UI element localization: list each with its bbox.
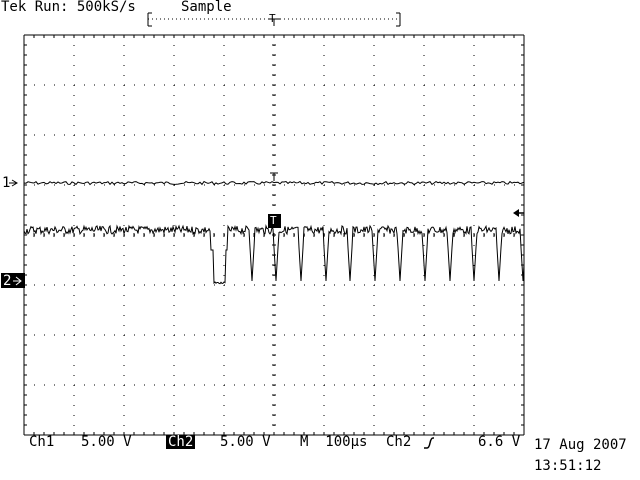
ch2-ground-marker bbox=[1, 273, 25, 288]
ch1-scale: 5.00 V bbox=[81, 434, 132, 450]
waveform-traces bbox=[23, 180, 525, 285]
ch1-trace bbox=[23, 180, 525, 186]
ch1-label: Ch1 bbox=[29, 434, 55, 450]
trigger-level: 6.6 V bbox=[478, 434, 521, 450]
ch2-trigger-marker bbox=[268, 214, 281, 228]
ch1-marker-label: 1 bbox=[2, 175, 11, 191]
time: 13:51:12 bbox=[534, 458, 602, 474]
timebase: M 100µs bbox=[300, 434, 368, 450]
ch1-ground-marker bbox=[9, 179, 18, 187]
acquisition-mode: Sample bbox=[181, 0, 232, 15]
rising-edge-icon bbox=[424, 437, 434, 449]
left-arrow-icon bbox=[513, 209, 524, 217]
ch2-trigger-label: T bbox=[270, 214, 277, 227]
trigger-source: Ch2 bbox=[386, 434, 412, 450]
record-length-indicator bbox=[147, 12, 401, 27]
acquisition-status: Tek Run: 500kS/s bbox=[1, 0, 136, 15]
ch2-trace bbox=[23, 224, 525, 285]
ch2-scale: 5.00 V bbox=[220, 434, 271, 450]
graticule bbox=[23, 34, 525, 436]
record-trigger-label: T bbox=[269, 12, 276, 25]
ch2-label: Ch2 bbox=[166, 434, 196, 450]
ch2-marker-label: 2 bbox=[3, 273, 12, 289]
date: 17 Aug 2007 bbox=[534, 437, 627, 453]
trigger-position-marker bbox=[270, 172, 278, 181]
